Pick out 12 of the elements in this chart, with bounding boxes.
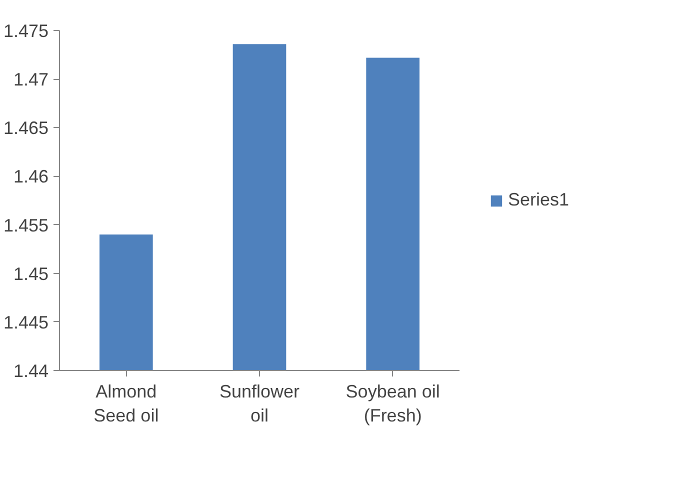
y-tick-label: 1.445 xyxy=(3,312,49,332)
y-tick-label: 1.45 xyxy=(13,264,49,284)
x-tick-label: Sunflower oil xyxy=(219,382,300,426)
y-tick-label: 1.46 xyxy=(13,166,49,187)
y-tick-label: 1.475 xyxy=(3,21,49,41)
y-tick-label: 1.44 xyxy=(13,361,49,381)
x-tick-label: Soybean oil (Fresh) xyxy=(346,382,440,426)
y-tick-label: 1.465 xyxy=(3,118,49,138)
x-tick-label: Almond Seed oil xyxy=(94,382,159,426)
y-tick-label: 1.47 xyxy=(13,70,49,90)
y-tick-label: 1.455 xyxy=(3,215,49,236)
legend-label: Series1 xyxy=(508,190,570,210)
